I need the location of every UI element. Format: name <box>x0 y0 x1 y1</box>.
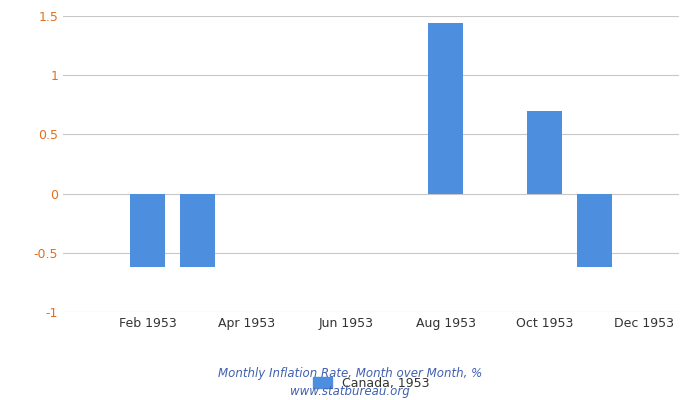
Bar <box>428 23 463 194</box>
Legend: Canada, 1953: Canada, 1953 <box>308 372 434 394</box>
Text: www.statbureau.org: www.statbureau.org <box>290 385 410 398</box>
Bar <box>180 194 214 267</box>
Bar <box>130 194 164 267</box>
Text: Monthly Inflation Rate, Month over Month, %: Monthly Inflation Rate, Month over Month… <box>218 368 482 380</box>
Bar <box>578 194 612 267</box>
Bar <box>528 111 562 194</box>
